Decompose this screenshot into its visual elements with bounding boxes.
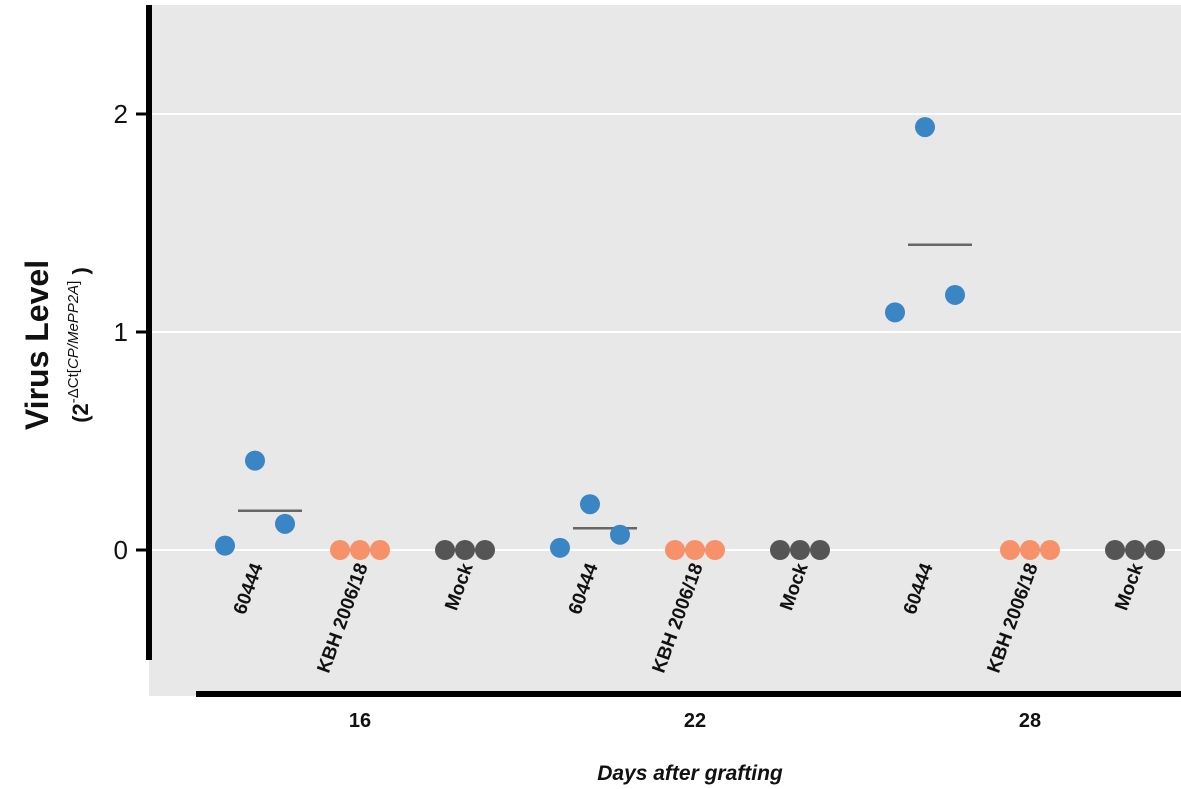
data-point [1000,540,1020,560]
y-axis-title: Virus Level (2-ΔCt[CP/MePP2A] ) [19,260,93,430]
y-expr-open: ( [68,415,93,423]
data-point [705,540,725,560]
y-expr-sup-italic: CP/MePP2A [65,285,82,369]
data-point [810,540,830,560]
y-expr-close: ) [68,267,93,280]
day-label: 28 [1019,710,1041,732]
y-tick-label: 0 [114,535,128,565]
data-point [685,540,705,560]
data-point [580,494,600,515]
day-labels: 16 22 28 [349,710,1041,732]
data-point [790,540,810,560]
day-label: 16 [349,710,371,732]
data-point [475,540,495,560]
data-point [610,524,630,545]
y-expr-sup-suffix: ] [65,281,82,285]
data-point [1020,540,1040,560]
data-point [1125,540,1145,560]
data-point [350,540,370,560]
data-point [1040,540,1060,560]
day-label: 22 [684,710,706,732]
data-point [770,540,790,560]
y-ticks: 0 1 2 [114,99,149,565]
data-point [915,117,935,138]
data-point [275,513,295,534]
y-axis-title-main: Virus Level [19,260,55,430]
data-point [945,284,965,305]
data-point [330,540,350,560]
y-expr-sup-prefix: -ΔCt[ [65,368,82,403]
y-expr-base: 2 [68,403,93,415]
y-axis-title-expression: (2-ΔCt[CP/MePP2A] ) [65,267,93,423]
x-axis-title: Days after grafting [597,762,783,785]
data-point [885,302,905,323]
data-point [1145,540,1165,560]
data-point [435,540,455,560]
data-point [550,537,570,558]
data-point [455,540,475,560]
data-points [215,117,1165,560]
data-point [215,535,235,556]
plot-panel-background [149,5,1181,696]
y-tick-label: 1 [114,317,128,347]
y-tick-label: 2 [114,99,128,129]
data-point [665,540,685,560]
data-point [370,540,390,560]
data-point [245,450,265,471]
data-point [1105,540,1125,560]
